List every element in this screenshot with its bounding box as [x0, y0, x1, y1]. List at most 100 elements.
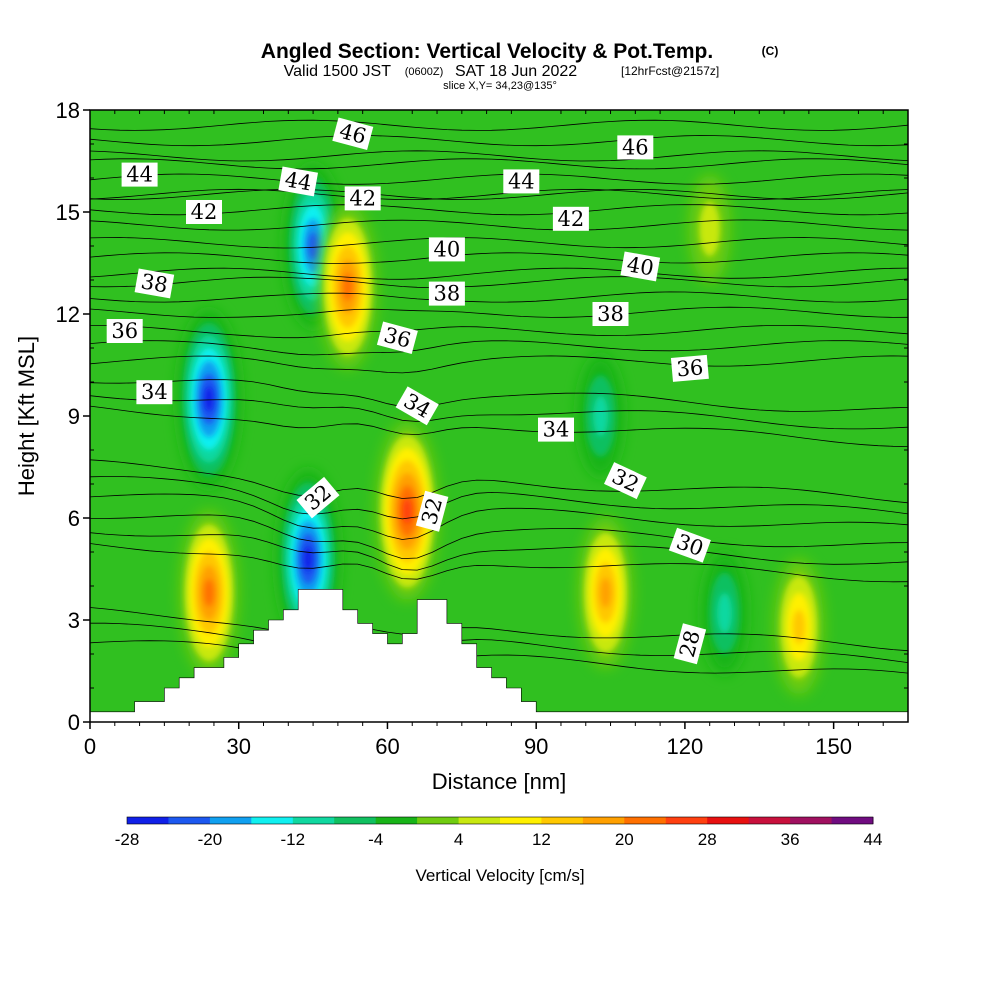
contour-label-box: [552, 206, 589, 231]
x-axis-label: Distance [nm]: [432, 769, 567, 794]
contour-label-box: [344, 186, 381, 211]
isentrope-line: [90, 276, 908, 289]
colorbar-swatch: [168, 817, 211, 824]
contour-label: 34: [136, 380, 173, 405]
velocity-feature: [578, 517, 633, 668]
contour-label-value: 46: [622, 135, 649, 159]
isentrope-line: [90, 543, 908, 583]
isentrope-line: [90, 355, 908, 374]
contour-label-box: [278, 166, 319, 197]
colorbar-tick-label: -12: [281, 830, 306, 849]
isentrope-line: [90, 219, 908, 231]
y-axis-label: Height [Kft MSL]: [14, 336, 39, 496]
velocity-field: [177, 164, 824, 695]
x-tick-label: 0: [84, 734, 96, 759]
contour-label-box: [620, 251, 661, 282]
contour-label-value: 40: [625, 252, 655, 280]
contour-label: 42: [186, 200, 222, 224]
title-valid-a: Valid 1500 JST: [284, 63, 392, 80]
contour-label: 42: [344, 186, 381, 211]
y-tick-label: 0: [68, 710, 80, 735]
isentrope-line: [90, 395, 908, 430]
contour-label-value: 40: [434, 237, 461, 261]
terrain: [90, 589, 908, 722]
title-valid-b: SAT 18 Jun 2022: [455, 63, 577, 80]
contour-label-value: 42: [191, 200, 218, 224]
contour-label-box: [673, 623, 707, 665]
isentrope-line: [90, 514, 908, 560]
contour-label-box: [503, 169, 540, 194]
contour-label-box: [428, 281, 465, 306]
x-tick-label: 90: [524, 734, 548, 759]
contour-label: 46: [617, 135, 654, 160]
y-tick-label: 15: [56, 200, 80, 225]
colorbar-swatch: [417, 817, 459, 824]
isentrope-line: [90, 237, 908, 249]
contour-label-box: [106, 319, 143, 343]
isentrope-line: [90, 291, 908, 303]
plot-area: [90, 110, 908, 722]
velocity-feature: [318, 204, 377, 369]
x-tick-label: 120: [667, 734, 704, 759]
contour-label-box: [395, 386, 439, 426]
colorbar-swatch: [334, 817, 377, 824]
colorbar-tick-label: 44: [864, 830, 883, 849]
isentrope-line: [90, 173, 908, 185]
contour-label-value: 42: [558, 207, 585, 231]
colorbar-swatch: [707, 817, 750, 824]
chart-title: Angled Section: Vertical Velocity & Pot.…: [261, 40, 779, 92]
contour-label-box: [376, 321, 418, 355]
velocity-band: [308, 232, 318, 260]
contour-label: 40: [428, 237, 465, 262]
contour-label-value: 44: [126, 163, 153, 187]
isentrope-line: [90, 493, 908, 540]
contour-label-box: [296, 476, 340, 519]
colorbar-swatch: [375, 817, 418, 824]
title-forecast: [12hrFcst@2157z]: [621, 64, 719, 78]
colorbar-tick-label: -4: [368, 830, 383, 849]
contour-label-box: [134, 268, 175, 299]
velocity-feature: [578, 355, 624, 477]
x-tick-label: 60: [375, 734, 399, 759]
contour-label-value: 42: [349, 186, 376, 210]
contour-label-box: [332, 117, 374, 151]
colorbar-swatch: [292, 817, 335, 824]
isentrope-line: [90, 188, 908, 201]
colorbar-swatch: [582, 817, 625, 824]
velocity-band: [303, 546, 313, 572]
contour-label-box: [121, 162, 158, 187]
velocity-feature: [689, 175, 731, 283]
colorbar-swatch: [541, 817, 584, 824]
colorbar-tick-label: -20: [198, 830, 223, 849]
contour-label-box: [428, 237, 465, 262]
velocity-band: [600, 577, 611, 608]
contour-label-value: 44: [283, 167, 313, 195]
colorbar-tick-label: 12: [532, 830, 551, 849]
velocity-band: [699, 202, 720, 256]
colorbar: -28 -20 -12 -4 4 12 20 28 36 44: [115, 816, 883, 849]
colorbar-swatch: [624, 817, 667, 824]
contour-label: 46: [332, 117, 374, 151]
contour-label: 38: [428, 281, 465, 306]
isentrope-line: [90, 459, 908, 504]
contour-label: 36: [106, 319, 143, 343]
title-valid-utc: (0600Z): [405, 66, 444, 78]
contour-label: 44: [121, 162, 158, 187]
isentrope-line: [90, 607, 908, 652]
contour-label: 44: [503, 169, 540, 194]
contour-label: 38: [134, 268, 175, 299]
contour-label-box: [538, 417, 574, 442]
contour-label-box: [670, 354, 709, 382]
y-tick-label: 6: [68, 506, 80, 531]
contour-label: 34: [538, 417, 574, 442]
isentrope-line: [90, 325, 908, 339]
colorbar-frame: [126, 816, 874, 825]
contour-label-box: [604, 462, 647, 500]
velocity-band: [593, 395, 609, 437]
y-tick-label: 12: [56, 302, 80, 327]
contour-label-box: [592, 302, 629, 326]
contour-label: 42: [552, 206, 589, 231]
colorbar-swatch: [748, 817, 791, 824]
y-tick-label: 3: [68, 608, 80, 633]
